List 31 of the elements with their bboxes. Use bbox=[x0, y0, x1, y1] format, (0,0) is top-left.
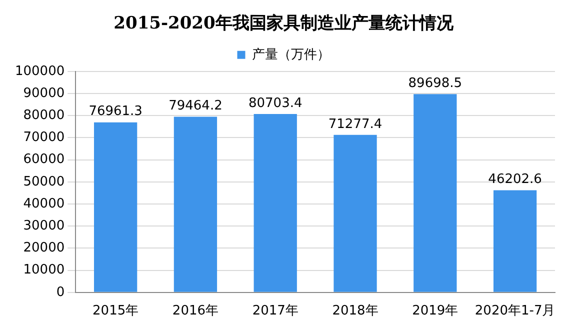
y-tick-label: 20000 bbox=[23, 240, 65, 256]
legend-label: 产量（万件） bbox=[252, 47, 330, 62]
x-tick-label: 2017年 bbox=[252, 304, 298, 319]
y-tick-label: 0 bbox=[56, 284, 65, 300]
y-tick-label: 50000 bbox=[23, 174, 65, 190]
data-label: 89698.5 bbox=[408, 76, 462, 92]
y-tick-label: 40000 bbox=[23, 196, 65, 212]
y-tick-label: 10000 bbox=[23, 262, 65, 278]
x-tick-label: 2018年 bbox=[332, 304, 378, 319]
data-label: 71277.4 bbox=[328, 116, 382, 132]
y-tick-label: 90000 bbox=[23, 86, 65, 101]
data-label: 79464.2 bbox=[168, 98, 222, 114]
y-tick-label: 100000 bbox=[14, 64, 65, 79]
y-tick-label: 70000 bbox=[23, 130, 65, 146]
chart-title: 2015-2020年我国家具制造业产量统计情况 bbox=[114, 14, 454, 34]
y-tick-label: 60000 bbox=[23, 152, 65, 168]
bar bbox=[94, 122, 138, 292]
x-tick-label: 2019年 bbox=[412, 304, 458, 319]
x-tick-label: 2015年 bbox=[92, 304, 139, 319]
data-label: 46202.6 bbox=[488, 172, 542, 188]
bar bbox=[254, 114, 297, 292]
bar bbox=[493, 190, 537, 292]
bar bbox=[414, 94, 457, 292]
bar bbox=[334, 134, 377, 292]
y-tick-label: 80000 bbox=[23, 108, 65, 123]
data-label: 80703.4 bbox=[248, 96, 302, 111]
x-tick-label: 2020年1-7月 bbox=[474, 304, 556, 319]
y-tick-label: 30000 bbox=[23, 218, 65, 234]
data-label: 76961.3 bbox=[88, 104, 142, 120]
x-tick-label: 2016年 bbox=[172, 304, 219, 319]
bar bbox=[174, 116, 218, 292]
